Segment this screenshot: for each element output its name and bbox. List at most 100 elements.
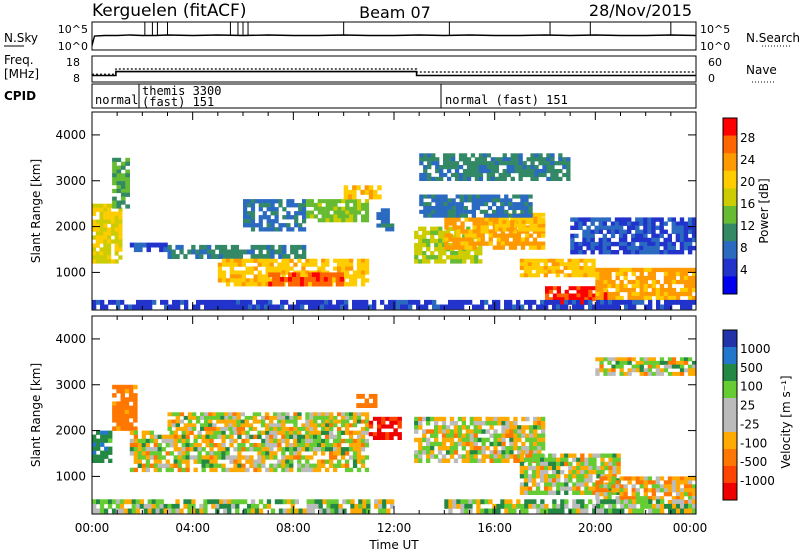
heatmap-cell xyxy=(562,165,567,170)
heatmap-cell xyxy=(305,412,310,417)
heatmap-cell xyxy=(517,216,523,221)
heatmap-cell xyxy=(554,169,559,174)
heatmap-cell xyxy=(118,235,123,240)
heatmap-cell xyxy=(288,281,293,287)
heatmap-cell xyxy=(691,221,697,226)
heatmap-cell xyxy=(469,437,474,443)
heatmap-cell xyxy=(667,245,672,251)
heatmap-cell xyxy=(112,169,117,174)
heatmap-cell xyxy=(643,295,648,301)
heatmap-cell xyxy=(205,463,210,468)
heatmap-cell xyxy=(556,461,561,467)
x-tick-label: 20:00 xyxy=(578,521,613,535)
heatmap-cell xyxy=(368,304,373,310)
heatmap-cell xyxy=(380,215,386,220)
heatmap-cell xyxy=(153,443,158,448)
heatmap-cell xyxy=(454,169,460,174)
heatmap-cell xyxy=(274,207,279,212)
heatmap-cell xyxy=(533,425,538,430)
heatmap-cell xyxy=(504,503,509,509)
heatmap-cell xyxy=(448,508,453,514)
heatmap-cell xyxy=(548,286,554,291)
heatmap-cell xyxy=(331,272,336,278)
heatmap-cell xyxy=(536,229,542,234)
heatmap-cell xyxy=(631,245,636,251)
heatmap-cell xyxy=(418,259,423,264)
heatmap-cell xyxy=(257,434,262,440)
heatmap-cell xyxy=(488,508,493,514)
heatmap-cell xyxy=(655,233,660,239)
heatmap-cell xyxy=(447,153,452,158)
heatmap-cell xyxy=(576,299,581,305)
heatmap-cell xyxy=(282,223,287,228)
heatmap-cell xyxy=(133,401,138,406)
heatmap-cell xyxy=(528,206,533,211)
heatmap-cell xyxy=(524,499,529,505)
heatmap-cell xyxy=(348,434,354,440)
heatmap-cell xyxy=(252,415,258,420)
heatmap-cell xyxy=(266,203,271,208)
heatmap-cell xyxy=(536,503,541,509)
heatmap-cell xyxy=(592,453,597,458)
heatmap-cell xyxy=(521,227,526,232)
heatmap-cell xyxy=(643,225,648,230)
heatmap-cell xyxy=(301,274,306,279)
heatmap-cell xyxy=(289,426,294,431)
heatmap-cell xyxy=(353,214,358,219)
heatmap-cell xyxy=(667,484,673,489)
heatmap-cell xyxy=(615,364,620,369)
velocity-x-tick-marks xyxy=(91,316,697,514)
heatmap-cell xyxy=(298,227,303,232)
heatmap-cell xyxy=(349,258,354,263)
heatmap-cell xyxy=(224,304,229,310)
heatmap-cell xyxy=(224,299,229,305)
heatmap-cell xyxy=(324,299,329,305)
heatmap-cell xyxy=(356,451,362,456)
heatmap-cell xyxy=(99,215,104,220)
heatmap-cell xyxy=(103,223,108,228)
cpid-segment-2-line2: (fast) 151 xyxy=(142,95,214,109)
heatmap-cell xyxy=(270,254,275,259)
heatmap-cell xyxy=(418,251,423,256)
heatmap-cell xyxy=(133,384,138,390)
heatmap-cell xyxy=(317,199,322,204)
heatmap-cell xyxy=(671,295,677,301)
heatmap-cell xyxy=(246,203,252,208)
heatmap-cell xyxy=(277,415,282,420)
heatmap-cell xyxy=(114,243,119,248)
heatmap-cell xyxy=(486,165,491,170)
heatmap-cell xyxy=(454,234,459,240)
heatmap-cell xyxy=(480,241,485,246)
heatmap-cell xyxy=(531,474,537,479)
heatmap-cell xyxy=(220,415,225,420)
heatmap-cell xyxy=(314,499,319,505)
freq-right-label: Nave xyxy=(746,63,777,77)
heatmap-cell xyxy=(437,446,443,451)
heatmap-cell xyxy=(381,432,386,437)
heatmap-cell xyxy=(552,297,558,302)
heatmap-cell xyxy=(184,304,189,310)
colorbar-tick-label: 24 xyxy=(740,153,755,167)
heatmap-cell xyxy=(691,237,697,243)
heatmap-cell xyxy=(289,258,294,263)
heatmap-cell xyxy=(533,433,538,438)
heatmap-cell xyxy=(567,273,572,278)
heatmap-cell xyxy=(201,455,206,460)
heatmap-cell xyxy=(558,153,563,158)
heatmap-cell xyxy=(197,455,202,460)
heatmap-cell xyxy=(529,429,534,434)
heatmap-cell xyxy=(618,225,624,230)
heatmap-cell xyxy=(422,238,427,244)
heatmap-cell xyxy=(512,241,518,246)
heatmap-cell xyxy=(96,446,101,451)
heatmap-cell xyxy=(131,508,136,514)
heatmap-cell xyxy=(568,470,573,475)
heatmap-cell xyxy=(280,299,285,305)
heatmap-cell xyxy=(344,451,350,456)
heatmap-cell xyxy=(556,299,561,305)
heatmap-cell xyxy=(357,206,362,211)
heatmap-cell xyxy=(455,202,460,207)
heatmap-cell xyxy=(595,484,600,489)
heatmap-cell xyxy=(212,412,217,417)
